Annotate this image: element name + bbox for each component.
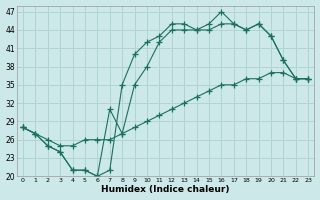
X-axis label: Humidex (Indice chaleur): Humidex (Indice chaleur) [101, 185, 230, 194]
